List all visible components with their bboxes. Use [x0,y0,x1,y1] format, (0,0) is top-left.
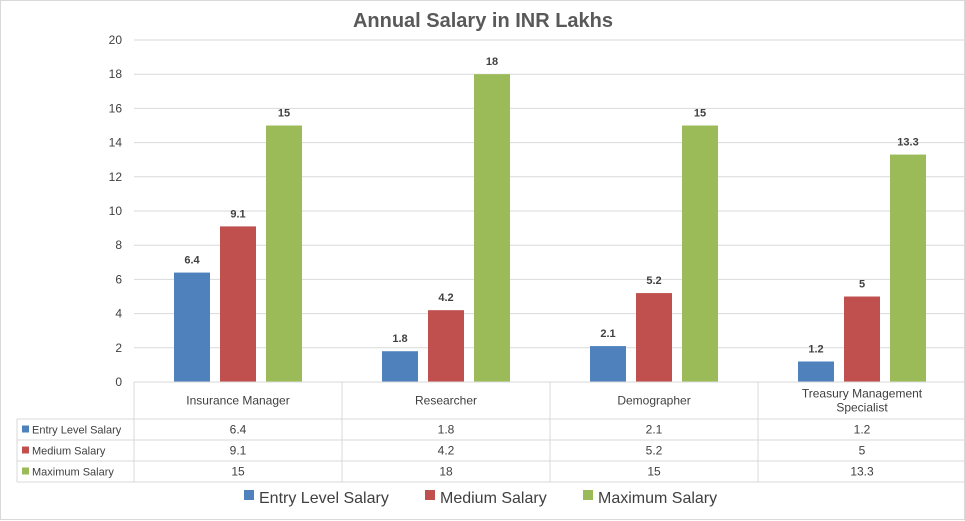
bar-maximum-salary-0 [266,125,302,382]
table-cell: 9.1 [230,444,247,458]
y-tick-label: 2 [115,341,122,355]
legend-label: Medium Salary [440,490,547,507]
y-tick-label: 10 [109,204,123,218]
table-cell: 5.2 [646,444,663,458]
row-label: Medium Salary [32,446,106,458]
y-axis: 0 2 4 6 8 10 12 14 16 18 20 [109,33,123,389]
bar-maximum-salary-2 [682,125,718,382]
table-cell: 13.3 [850,465,874,479]
y-tick-label: 0 [115,375,122,389]
legend-key-maximum-salary [22,467,29,475]
legend-key-medium-salary [22,446,29,454]
y-tick-label: 18 [109,67,123,81]
data-label: 5 [859,279,865,291]
data-label: 13.3 [897,137,918,149]
category-label: Treasury Management [802,387,923,401]
data-label: 6.4 [184,255,200,267]
category-label: Demographer [617,394,690,408]
bar-entry-level-salary-1 [382,351,418,382]
y-tick-label: 4 [115,307,122,321]
y-tick-label: 20 [109,33,123,47]
legend-label: Entry Level Salary [259,490,389,507]
data-label: 5.2 [646,275,661,287]
data-label: 15 [278,108,290,120]
bar-medium-salary-2 [636,293,672,382]
data-label: 18 [486,56,498,68]
data-table: Insurance Manager Researcher Demographer Tr… [16,381,965,483]
bar-medium-salary-1 [428,310,464,382]
y-tick-label: 16 [109,101,123,115]
legend: Entry Level Salary Medium Salary Maximum S… [244,490,717,507]
bar-maximum-salary-1 [474,74,510,382]
data-label: 15 [694,108,706,120]
data-label: 4.2 [438,292,453,304]
table-cell: 15 [231,465,245,479]
legend-swatch-entry-level-salary [244,490,254,500]
bar-entry-level-salary-2 [590,346,626,382]
legend-key-entry-level-salary [22,425,29,433]
y-tick-label: 14 [109,136,123,150]
table-cell: 15 [647,465,661,479]
data-label: 1.8 [392,333,407,345]
bar-entry-level-salary-3 [798,361,834,382]
category-label: Insurance Manager [186,394,289,408]
gridlines [134,39,965,383]
chart-title: Annual Salary in INR Lakhs [353,10,613,32]
y-tick-label: 12 [109,170,123,184]
table-cell: 18 [439,465,453,479]
data-label: 1.2 [808,343,823,355]
y-tick-label: 6 [115,272,122,286]
legend-swatch-medium-salary [425,490,435,500]
bar-medium-salary-3 [844,296,880,382]
data-label: 2.1 [600,328,615,340]
bars [174,74,926,382]
bar-entry-level-salary-0 [174,272,210,382]
bar-medium-salary-0 [220,226,256,382]
category-label: Specialist [836,401,888,415]
table-cell: 1.8 [438,423,455,437]
bar-maximum-salary-3 [890,154,926,382]
legend-label: Maximum Salary [598,490,717,507]
data-label: 9.1 [230,208,245,220]
data-labels: 6.4 9.1 15 1.8 4.2 18 2.1 5.2 15 1.2 5 13.3 [184,56,918,355]
table-cell: 6.4 [230,423,247,437]
table-cell: 2.1 [646,423,663,437]
row-label: Entry Level Salary [32,425,122,437]
table-cell: 4.2 [438,444,455,458]
row-label: Maximum Salary [32,467,114,479]
category-label: Researcher [415,394,477,408]
table-cell: 1.2 [854,423,871,437]
table-cell: 5 [859,444,866,458]
y-tick-label: 8 [115,238,122,252]
legend-swatch-maximum-salary [583,490,593,500]
